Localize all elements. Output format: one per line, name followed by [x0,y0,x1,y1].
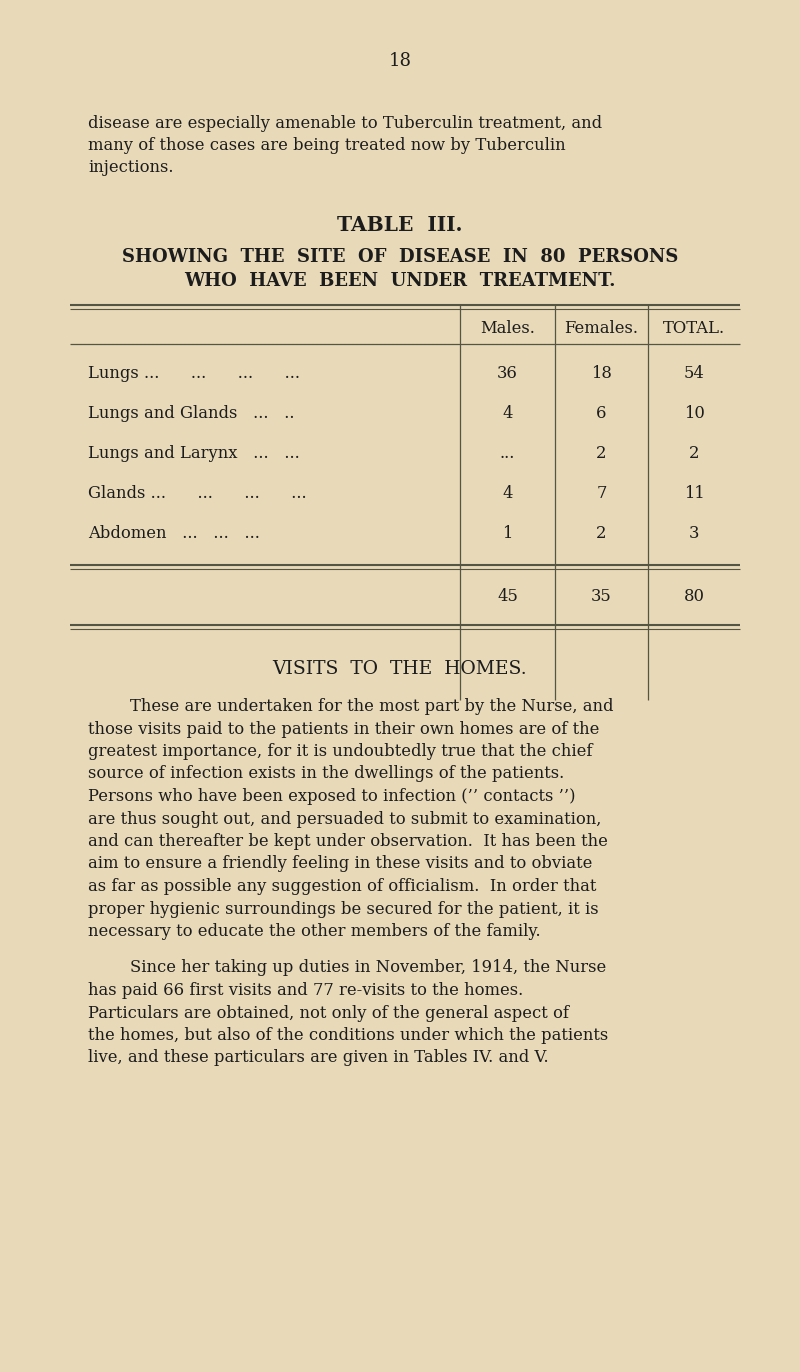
Text: Persons who have been exposed to infection (’’ contacts ’’): Persons who have been exposed to infecti… [88,788,575,805]
Text: 2: 2 [689,445,699,462]
Text: 80: 80 [683,589,705,605]
Text: Glands ...      ...      ...      ...: Glands ... ... ... ... [88,484,306,502]
Text: Particulars are obtained, not only of the general aspect of: Particulars are obtained, not only of th… [88,1004,569,1022]
Text: 2: 2 [596,445,606,462]
Text: 7: 7 [596,484,606,502]
Text: Males.: Males. [480,320,535,338]
Text: 6: 6 [596,405,606,423]
Text: 4: 4 [502,405,513,423]
Text: many of those cases are being treated now by Tuberculin: many of those cases are being treated no… [88,137,566,154]
Text: aim to ensure a friendly feeling in these visits and to obviate: aim to ensure a friendly feeling in thes… [88,856,592,873]
Text: and can thereafter be kept under observation.  It has been the: and can thereafter be kept under observa… [88,833,608,851]
Text: 36: 36 [497,365,518,381]
Text: TABLE  III.: TABLE III. [338,215,462,235]
Text: SHOWING  THE  SITE  OF  DISEASE  IN  80  PERSONS: SHOWING THE SITE OF DISEASE IN 80 PERSON… [122,248,678,266]
Text: those visits paid to the patients in their own homes are of the: those visits paid to the patients in the… [88,720,599,738]
Text: live, and these particulars are given in Tables IV. and V.: live, and these particulars are given in… [88,1050,549,1066]
Text: disease are especially amenable to Tuberculin treatment, and: disease are especially amenable to Tuber… [88,115,602,132]
Text: TOTAL.: TOTAL. [663,320,725,338]
Text: Since her taking up duties in November, 1914, the Nurse: Since her taking up duties in November, … [130,959,606,977]
Text: 2: 2 [596,525,606,542]
Text: 54: 54 [683,365,705,381]
Text: ...: ... [500,445,515,462]
Text: the homes, but also of the conditions under which the patients: the homes, but also of the conditions un… [88,1028,608,1044]
Text: VISITS  TO  THE  HOMES.: VISITS TO THE HOMES. [273,660,527,678]
Text: proper hygienic surroundings be secured for the patient, it is: proper hygienic surroundings be secured … [88,900,598,918]
Text: 18: 18 [389,52,411,70]
Text: source of infection exists in the dwellings of the patients.: source of infection exists in the dwelli… [88,766,564,782]
Text: 4: 4 [502,484,513,502]
Text: greatest importance, for it is undoubtedly true that the chief: greatest importance, for it is undoubted… [88,744,593,760]
Text: necessary to educate the other members of the family.: necessary to educate the other members o… [88,923,541,940]
Text: WHO  HAVE  BEEN  UNDER  TREATMENT.: WHO HAVE BEEN UNDER TREATMENT. [184,272,616,289]
Text: 35: 35 [591,589,612,605]
Text: 45: 45 [497,589,518,605]
Text: Abdomen   ...   ...   ...: Abdomen ... ... ... [88,525,260,542]
Text: injections.: injections. [88,159,174,176]
Text: 10: 10 [683,405,705,423]
Text: 3: 3 [689,525,699,542]
Text: 11: 11 [684,484,704,502]
Text: as far as possible any suggestion of officialism.  In order that: as far as possible any suggestion of off… [88,878,596,895]
Text: are thus sought out, and persuaded to submit to examination,: are thus sought out, and persuaded to su… [88,811,602,827]
Text: These are undertaken for the most part by the Nurse, and: These are undertaken for the most part b… [130,698,614,715]
Text: 18: 18 [591,365,612,381]
Text: has paid 66 first visits and 77 re-visits to the homes.: has paid 66 first visits and 77 re-visit… [88,982,523,999]
Text: 1: 1 [502,525,513,542]
Text: Lungs and Glands   ...   ..: Lungs and Glands ... .. [88,405,294,423]
Text: Lungs and Larynx   ...   ...: Lungs and Larynx ... ... [88,445,300,462]
Text: Females.: Females. [565,320,638,338]
Text: Lungs ...      ...      ...      ...: Lungs ... ... ... ... [88,365,300,381]
